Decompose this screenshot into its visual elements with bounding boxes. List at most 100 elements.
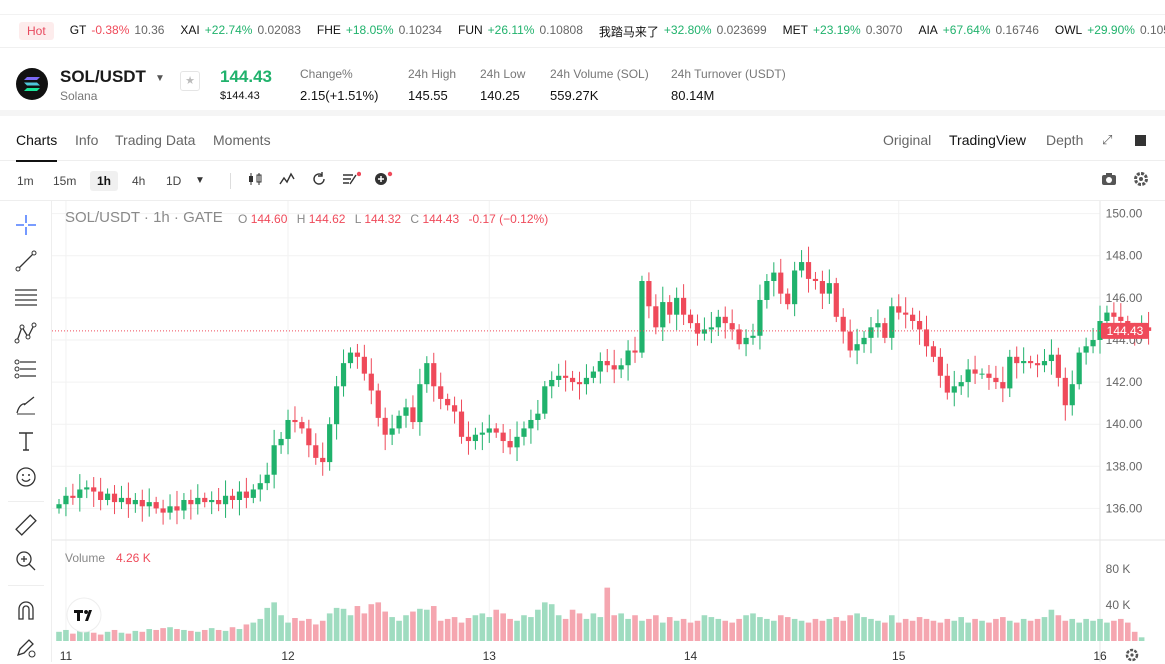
candle-body (327, 424, 333, 463)
candle-body (549, 379, 555, 387)
crosshair-icon[interactable] (14, 213, 38, 237)
candle-body (722, 316, 728, 324)
tab-depth[interactable]: Depth (1046, 132, 1084, 148)
tab-moments[interactable]: Moments (213, 132, 271, 148)
candle-body (188, 499, 194, 505)
volume-bar (243, 624, 250, 641)
volume-bar (958, 617, 964, 641)
tab-charts[interactable]: Charts (16, 132, 58, 162)
volume-bar (1076, 622, 1082, 641)
settings-gear-icon[interactable] (1131, 171, 1151, 191)
add-icon[interactable] (373, 171, 393, 191)
star-icon[interactable]: ★ (180, 71, 200, 91)
pattern-icon[interactable] (14, 321, 38, 345)
candle-body (854, 344, 860, 351)
alerts-icon[interactable] (341, 171, 362, 191)
brush-icon[interactable] (14, 393, 38, 417)
lock-draw-icon[interactable] (14, 635, 38, 659)
ticker-item[interactable]: XAI +22.74% 0.02083 (180, 23, 300, 40)
ticker-item[interactable]: GT -0.38% 10.36 (70, 23, 165, 40)
volume-bar (451, 617, 458, 641)
timeframe-4h[interactable]: 4h (132, 174, 146, 188)
candle-body (70, 495, 76, 498)
volume-bar (326, 613, 333, 641)
ticker-name: 我踏马来了 (598, 24, 659, 39)
price-tick-label: 140.00 (1106, 417, 1143, 431)
timeframe-15m[interactable]: 15m (53, 174, 77, 188)
indicators-icon[interactable] (277, 171, 297, 191)
candle-body (410, 407, 416, 423)
volume-bar (833, 617, 840, 641)
zoom-in-icon[interactable] (14, 549, 38, 573)
ticker-name: FUN (457, 22, 483, 37)
volume-bar (174, 629, 180, 641)
volume-bar (937, 622, 944, 641)
price-chart[interactable]: 150.00148.00146.00144.00142.00140.00138.… (52, 201, 1165, 662)
stat-low: 24h Low 140.25 (480, 67, 525, 103)
timeframe-1d[interactable]: 1D (166, 174, 182, 188)
settings-gear-icon[interactable] (1125, 648, 1139, 662)
candle-body (785, 293, 791, 305)
candle-body (222, 495, 229, 505)
timeframe-1m[interactable]: 1m (17, 174, 34, 188)
camera-icon[interactable] (1099, 171, 1119, 191)
replay-icon[interactable] (309, 171, 329, 191)
horizontal-lines-icon[interactable] (14, 285, 38, 309)
volume-bar (354, 606, 361, 641)
candle-body (306, 428, 312, 446)
candle-body (465, 436, 472, 442)
candle-body (278, 438, 284, 446)
expand-icon[interactable]: ⤢ (1102, 132, 1113, 147)
candle-body (792, 270, 798, 305)
text-icon[interactable] (14, 429, 38, 453)
magnet-icon[interactable] (14, 599, 38, 623)
trend-line-icon[interactable] (14, 249, 38, 273)
volume-bar (576, 613, 583, 641)
candles-icon[interactable] (245, 171, 265, 191)
time-tick-label: 16 (1093, 649, 1107, 662)
volume-bar (264, 607, 270, 641)
volume-bar (1090, 620, 1096, 641)
volume-bar (1048, 609, 1055, 641)
layout-icon[interactable] (1135, 135, 1146, 146)
fib-icon[interactable] (14, 357, 38, 381)
chevron-down-icon[interactable]: ▼ (195, 175, 205, 186)
volume-bar (715, 618, 722, 641)
candles (56, 246, 1152, 525)
tab-tradingview[interactable]: TradingView (949, 132, 1027, 148)
ticker-price: 0.10234 (398, 22, 442, 37)
emoji-icon[interactable] (14, 465, 38, 489)
chevron-down-icon[interactable]: ▼ (155, 73, 165, 84)
stat-label: 24h Volume (SOL) (550, 67, 649, 81)
volume-bar (1069, 618, 1076, 641)
pair-name[interactable]: SOL/USDT (60, 67, 146, 86)
volume-tick-label: 80 K (1106, 562, 1131, 576)
volume-bar (1118, 618, 1124, 641)
volume-bar (930, 620, 937, 641)
volume-bar (986, 622, 992, 641)
ticker-item[interactable]: OWL +29.90% 0.10564 (1055, 23, 1165, 40)
tradingview-logo[interactable] (66, 597, 102, 633)
timeframe-1h[interactable]: 1h (90, 171, 119, 191)
tab-original[interactable]: Original (883, 132, 932, 148)
ticker-item[interactable]: MET +23.19% 0.3070 (783, 23, 903, 40)
candle-body (681, 297, 687, 315)
candle-body (660, 302, 666, 328)
ticker-item[interactable]: AIA +67.64% 0.16746 (918, 23, 1038, 40)
volume-bar (160, 628, 166, 641)
volume-bar (868, 618, 874, 641)
hot-tab[interactable]: Hot (19, 22, 54, 40)
candle-body (486, 428, 492, 433)
candle-body (930, 346, 937, 357)
tab-info[interactable]: Info (75, 132, 99, 148)
volume-bar (666, 617, 673, 641)
ticker-item[interactable]: FHE +18.05% 0.10234 (317, 23, 442, 40)
candle-body (861, 337, 867, 345)
volume-bar (701, 615, 708, 641)
tab-trading-data[interactable]: Trading Data (115, 132, 196, 148)
ruler-icon[interactable] (14, 513, 38, 537)
volume-bar (146, 629, 153, 641)
ticker-item[interactable]: FUN +26.11% 0.10808 (458, 23, 583, 40)
candle-body (229, 495, 236, 500)
ticker-item[interactable]: 我踏马来了 +32.80% 0.023699 (599, 23, 767, 40)
